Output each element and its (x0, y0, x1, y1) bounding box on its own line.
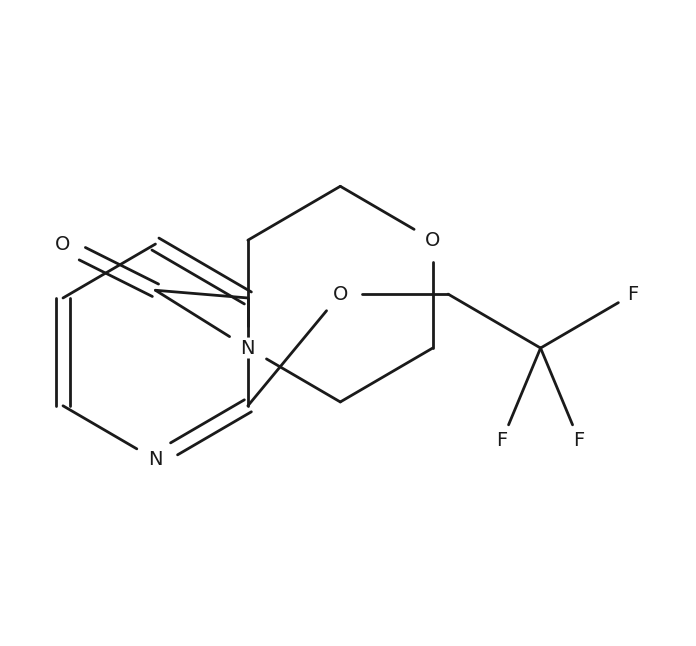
Text: N: N (241, 339, 255, 357)
Text: F: F (574, 431, 585, 450)
Text: O: O (55, 234, 71, 253)
Text: O: O (333, 285, 348, 304)
Text: N: N (148, 450, 163, 469)
Text: F: F (496, 431, 507, 450)
Text: F: F (627, 285, 639, 304)
Text: O: O (425, 231, 441, 250)
